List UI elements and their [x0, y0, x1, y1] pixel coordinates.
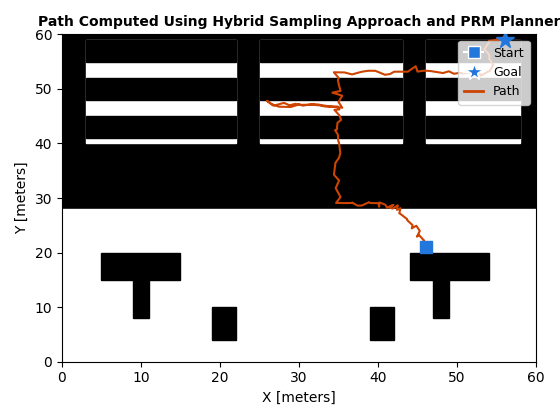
Bar: [86, 40, 236, 144]
Bar: [259, 40, 402, 62]
Bar: [259, 78, 402, 100]
Bar: [212, 307, 236, 340]
Bar: [426, 116, 520, 138]
Legend: Start, Goal, Path: Start, Goal, Path: [458, 41, 530, 105]
Bar: [433, 280, 449, 318]
Bar: [259, 40, 402, 144]
Y-axis label: Y [meters]: Y [meters]: [15, 162, 29, 234]
Bar: [101, 252, 180, 280]
Bar: [426, 78, 520, 100]
Bar: [62, 209, 536, 362]
Bar: [133, 280, 149, 318]
Title: Path Computed Using Hybrid Sampling Approach and PRM Planner: Path Computed Using Hybrid Sampling Appr…: [38, 15, 560, 29]
Bar: [86, 116, 236, 138]
Bar: [426, 40, 520, 144]
Bar: [410, 252, 489, 280]
X-axis label: X [meters]: X [meters]: [262, 391, 336, 405]
Bar: [426, 40, 520, 62]
Bar: [259, 116, 402, 138]
Bar: [86, 40, 236, 62]
Bar: [370, 307, 394, 340]
Bar: [86, 78, 236, 100]
